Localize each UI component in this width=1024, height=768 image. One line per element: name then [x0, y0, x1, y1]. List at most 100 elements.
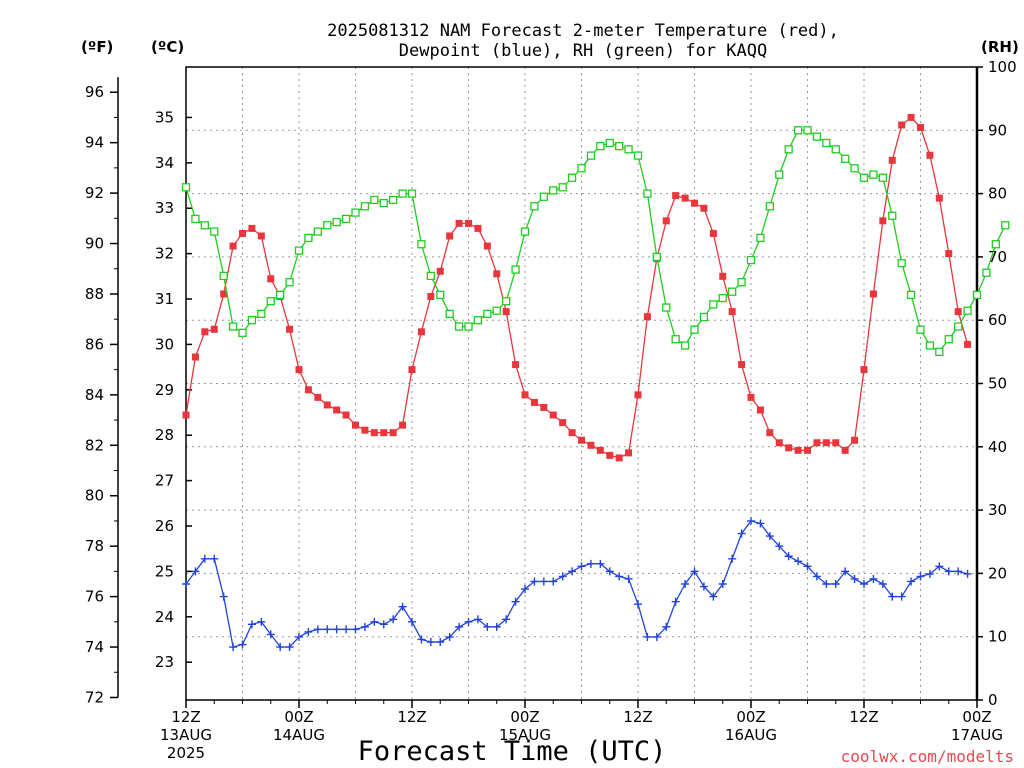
x-tick-label: 15AUG: [499, 726, 551, 744]
temperature-point: [841, 446, 849, 454]
fahrenheit-tick-label: 90: [85, 235, 104, 253]
temperature-point: [521, 391, 529, 399]
dewpoint-point: [775, 542, 784, 551]
dewpoint-point: [662, 622, 671, 631]
rh-point: [473, 316, 483, 325]
temperature-point: [804, 446, 811, 454]
temperature-point: [747, 393, 755, 401]
rh-point: [878, 173, 887, 182]
rh-point: [775, 170, 784, 179]
dewpoint-point: [878, 579, 887, 588]
temperature-point: [323, 401, 331, 409]
temperature-point: [512, 361, 520, 369]
rh-point: [925, 341, 935, 350]
rh-point: [210, 227, 219, 236]
dewpoint-point: [586, 559, 595, 568]
dewpoint-point: [379, 620, 388, 629]
temperature-point: [738, 361, 746, 369]
rh-point: [276, 290, 285, 300]
rh-tick-label: 40: [988, 438, 1007, 456]
rh-point: [549, 186, 558, 195]
celsius-axis: 35 34 33 32 31 30 29 28 27 26 25 24 23: [155, 108, 192, 671]
dewpoint-point: [803, 562, 812, 571]
temperature-point: [286, 325, 294, 333]
x-tick-label: 00Z: [736, 708, 765, 726]
dewpoint-point: [643, 632, 652, 641]
rh-point: [784, 145, 793, 154]
dewpoint-point: [916, 572, 925, 581]
rh-point: [718, 293, 727, 303]
temperature-point: [813, 439, 821, 447]
temperature-point: [417, 328, 425, 336]
dewpoint-point: [831, 579, 840, 588]
temperature-point: [879, 217, 887, 225]
rh-tick-label: 20: [988, 564, 1007, 582]
dewpoint-point: [850, 574, 859, 583]
celsius-unit-label: (ºC): [151, 38, 184, 56]
dewpoint-point: [954, 567, 963, 576]
x-axis-label: Forecast Time (UTC): [358, 736, 667, 767]
temperature-point: [446, 232, 454, 240]
dewpoint-point: [313, 625, 322, 634]
rh-point: [709, 300, 718, 309]
rh-point: [247, 316, 257, 325]
temperature-point: [587, 441, 595, 449]
dewpoint-point: [370, 617, 379, 626]
temperature-point: [681, 194, 689, 202]
dewpoint-point: [295, 632, 303, 641]
x-tick-label: 12Z: [397, 708, 426, 726]
dewpoint-point: [182, 579, 190, 588]
rh-point: [906, 290, 916, 300]
dewpoint-point: [634, 600, 642, 609]
rh-point: [1001, 221, 1010, 230]
rh-point: [181, 183, 191, 192]
x-tick-label: 16AUG: [725, 726, 777, 744]
rh-point: [944, 335, 953, 344]
rh-point: [323, 221, 332, 230]
temperature-point: [775, 439, 783, 447]
dewpoint-point: [323, 625, 332, 634]
rh-point: [803, 126, 812, 135]
rh-point: [228, 322, 238, 331]
temperature-point: [333, 406, 341, 414]
x-tick-label: 12Z: [171, 708, 200, 726]
temperature-point: [408, 366, 416, 374]
temperature-point: [304, 386, 312, 394]
dewpoint-point: [332, 625, 341, 634]
dewpoint-point: [219, 592, 228, 601]
temperature-point: [248, 224, 256, 232]
dewpoint-point: [925, 569, 934, 578]
dewpoint-point: [238, 640, 247, 649]
celsius-tick-label: 24: [155, 608, 174, 626]
rh-point: [502, 297, 511, 306]
rh-point: [869, 170, 878, 179]
x-tick-label: 2025: [167, 744, 205, 762]
rh-point: [982, 268, 991, 277]
rh-point: [662, 303, 671, 312]
temperature-point: [540, 403, 548, 411]
series-layer: [181, 113, 1010, 652]
dewpoint-point: [718, 579, 727, 588]
rh-point: [370, 195, 379, 205]
dewpoint-point: [426, 637, 435, 646]
temperature-point: [869, 290, 877, 298]
rh-point: [897, 259, 906, 268]
temperature-point: [530, 398, 538, 406]
dewpoint-point: [276, 643, 285, 652]
dewpoint-point: [888, 592, 897, 601]
dewpoint-point: [860, 579, 868, 588]
temperature-point: [860, 366, 868, 374]
dewpoint-point: [436, 637, 445, 646]
dewpoint-point: [615, 572, 624, 581]
dewpoint-point: [568, 567, 577, 576]
temperature-point: [493, 270, 501, 278]
dewpoint-point: [511, 597, 520, 606]
x-tick-label: 13AUG: [160, 726, 212, 744]
fahrenheit-tick-label: 86: [85, 335, 104, 353]
rh-unit-label: (RH): [981, 38, 1019, 56]
temperature-point: [257, 232, 265, 240]
temperature-point: [474, 224, 482, 232]
rh-point: [615, 141, 624, 151]
dewpoint-point: [530, 577, 539, 586]
